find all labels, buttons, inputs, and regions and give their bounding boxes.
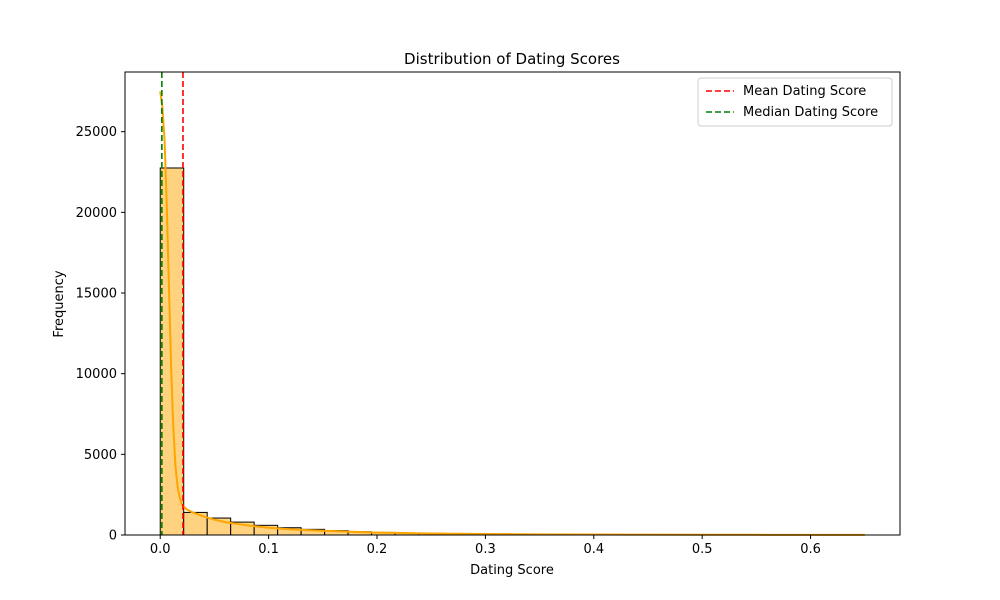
- chart-title: Distribution of Dating Scores: [404, 50, 620, 68]
- plot-frame: [124, 71, 901, 536]
- x-tick-label: 0.1: [258, 542, 279, 557]
- y-axis-label: Frequency: [52, 270, 67, 337]
- legend-median-label: Median Dating Score: [743, 105, 878, 120]
- x-tick-label: 0.0: [150, 542, 171, 557]
- legend-mean-label: Mean Dating Score: [743, 84, 866, 99]
- x-tick-label: 0.2: [367, 542, 388, 557]
- x-axis-label: Dating Score: [470, 563, 554, 578]
- y-tick-label: 10000: [76, 367, 117, 382]
- y-tick-label: 0: [109, 529, 117, 544]
- x-tick-label: 0.6: [800, 542, 821, 557]
- y-tick-label: 5000: [84, 448, 117, 463]
- x-tick-label: 0.4: [583, 542, 604, 557]
- y-tick-label: 20000: [76, 206, 117, 221]
- x-axis-ticks: 0.0 0.1 0.2 0.3 0.4 0.5 0.6: [150, 535, 821, 557]
- legend: Mean Dating Score Median Dating Score: [697, 77, 893, 127]
- kde-curve: [159, 91, 865, 536]
- bars-layer: [159, 167, 866, 536]
- legend-box: [697, 77, 893, 127]
- y-tick-label: 15000: [76, 287, 117, 302]
- y-axis-ticks: 0 5000 10000 15000 20000 25000: [76, 125, 125, 544]
- histogram-bar: [159, 167, 185, 536]
- x-tick-label: 0.5: [692, 542, 713, 557]
- y-tick-label: 25000: [76, 125, 117, 140]
- x-tick-label: 0.3: [475, 542, 496, 557]
